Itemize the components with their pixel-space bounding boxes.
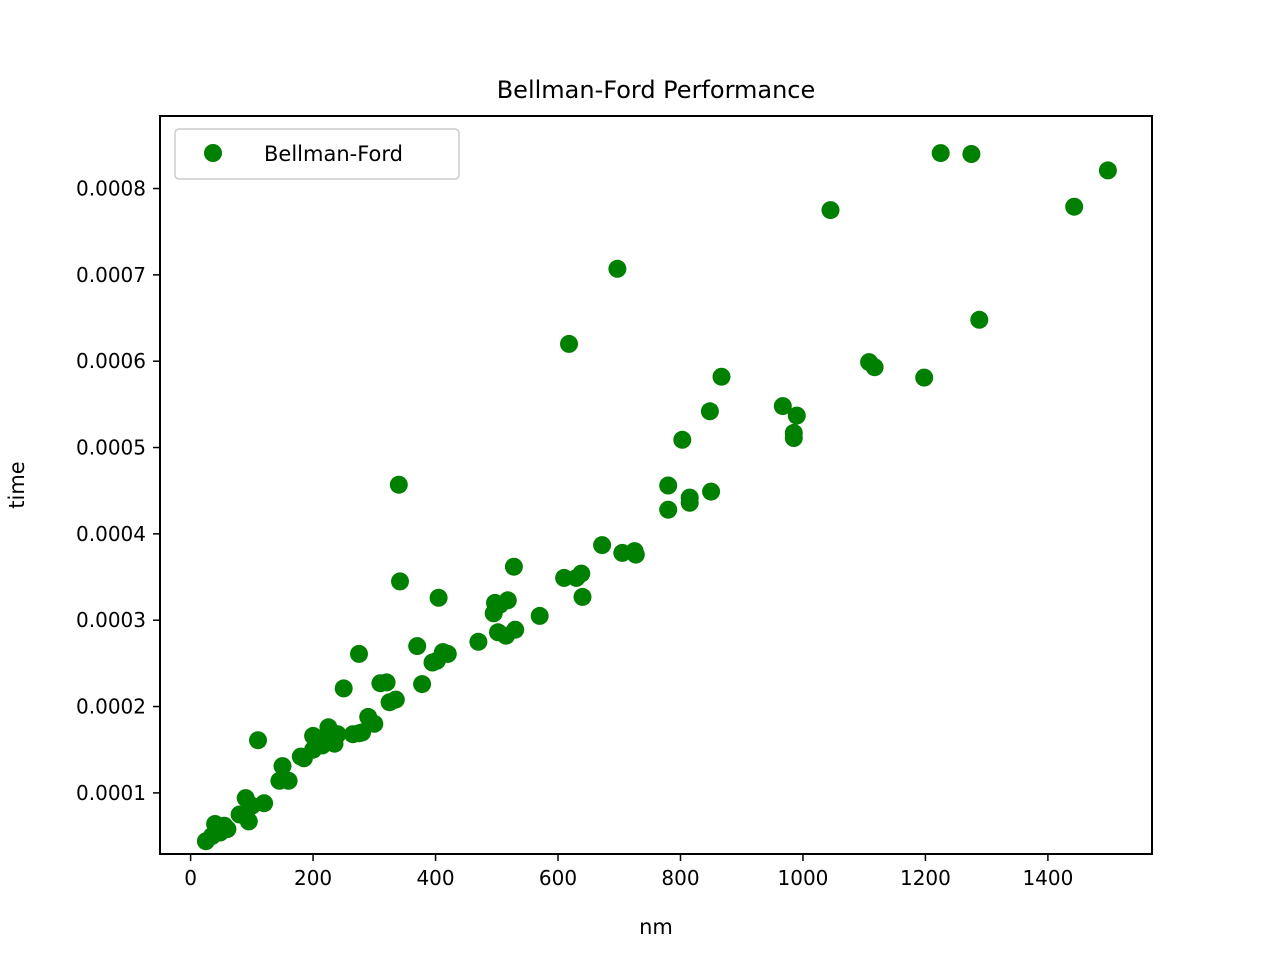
data-point [334,679,353,698]
y-axis-label: time [5,461,29,508]
data-point [239,812,258,831]
x-tick-label: 600 [539,866,577,890]
y-tick-label: 0.0004 [76,522,146,546]
data-point [530,606,549,625]
data-point [555,568,574,587]
data-point [700,402,719,421]
data-point [1065,197,1084,216]
data-point [572,564,591,583]
data-point [970,310,989,329]
data-point [218,820,237,839]
y-axis: 0.0001 0.0002 0.0003 0.0004 0.0005 0.0006 0.00… [76,177,160,805]
data-point [673,430,692,449]
plot-frame [159,115,1153,855]
data-point [429,588,448,607]
legend-marker [204,144,222,162]
data-point [328,725,347,744]
x-tick-label: 200 [294,866,332,890]
data-point [365,714,384,733]
data-point [1098,161,1117,180]
data-point [377,673,396,692]
legend-box [174,128,460,180]
data-point [255,794,274,813]
data-point [386,690,405,709]
data-point [413,675,432,694]
data-point [408,637,427,656]
x-tick-label: 800 [661,866,699,890]
data-point [821,201,840,220]
data-point [608,259,627,278]
y-tick-label: 0.0007 [76,263,146,287]
data-point [498,591,517,610]
x-tick-label: 1400 [1022,866,1073,890]
data-point [279,771,298,790]
data-point [389,475,408,494]
data-point [962,145,981,163]
data-point [593,536,612,555]
data-point [680,493,699,512]
y-tick-label: 0.0002 [76,695,146,719]
data-point [560,334,578,353]
x-tick-label: 400 [416,866,454,890]
x-axis: 0 200 400 600 800 1000 1200 1400 [184,854,1073,890]
legend: Bellman-Ford [174,128,460,180]
data-point [787,406,806,425]
data-point [712,367,731,386]
plot-area [159,115,1153,855]
x-tick-label: 1200 [900,866,951,890]
x-tick-label: 1000 [778,866,829,890]
y-tick-label: 0.0005 [76,436,146,460]
y-tick-label: 0.0003 [76,608,146,632]
legend-label: Bellman-Ford [264,142,403,166]
data-point [391,572,409,591]
data-point [273,757,292,776]
data-point [915,368,934,387]
data-point [659,476,678,495]
data-point [504,557,523,576]
data-point [659,500,678,519]
data-point [506,620,525,639]
data-point [865,358,884,377]
data-point [469,632,488,651]
chart-title: Bellman-Ford Performance [497,76,816,104]
data-point [350,644,368,663]
data-point [702,482,721,501]
data-point [249,731,267,750]
data-point [784,429,803,447]
y-tick-label: 0.0006 [76,349,146,373]
data-point [626,545,645,564]
data-point [573,587,592,606]
data-point [931,144,950,163]
x-tick-label: 0 [184,866,197,890]
data-point [773,397,792,416]
points-layer [196,144,1117,851]
data-point [438,644,457,663]
y-tick-label: 0.0001 [76,781,146,805]
x-axis-label: nm [639,915,673,939]
y-tick-label: 0.0008 [76,177,146,201]
